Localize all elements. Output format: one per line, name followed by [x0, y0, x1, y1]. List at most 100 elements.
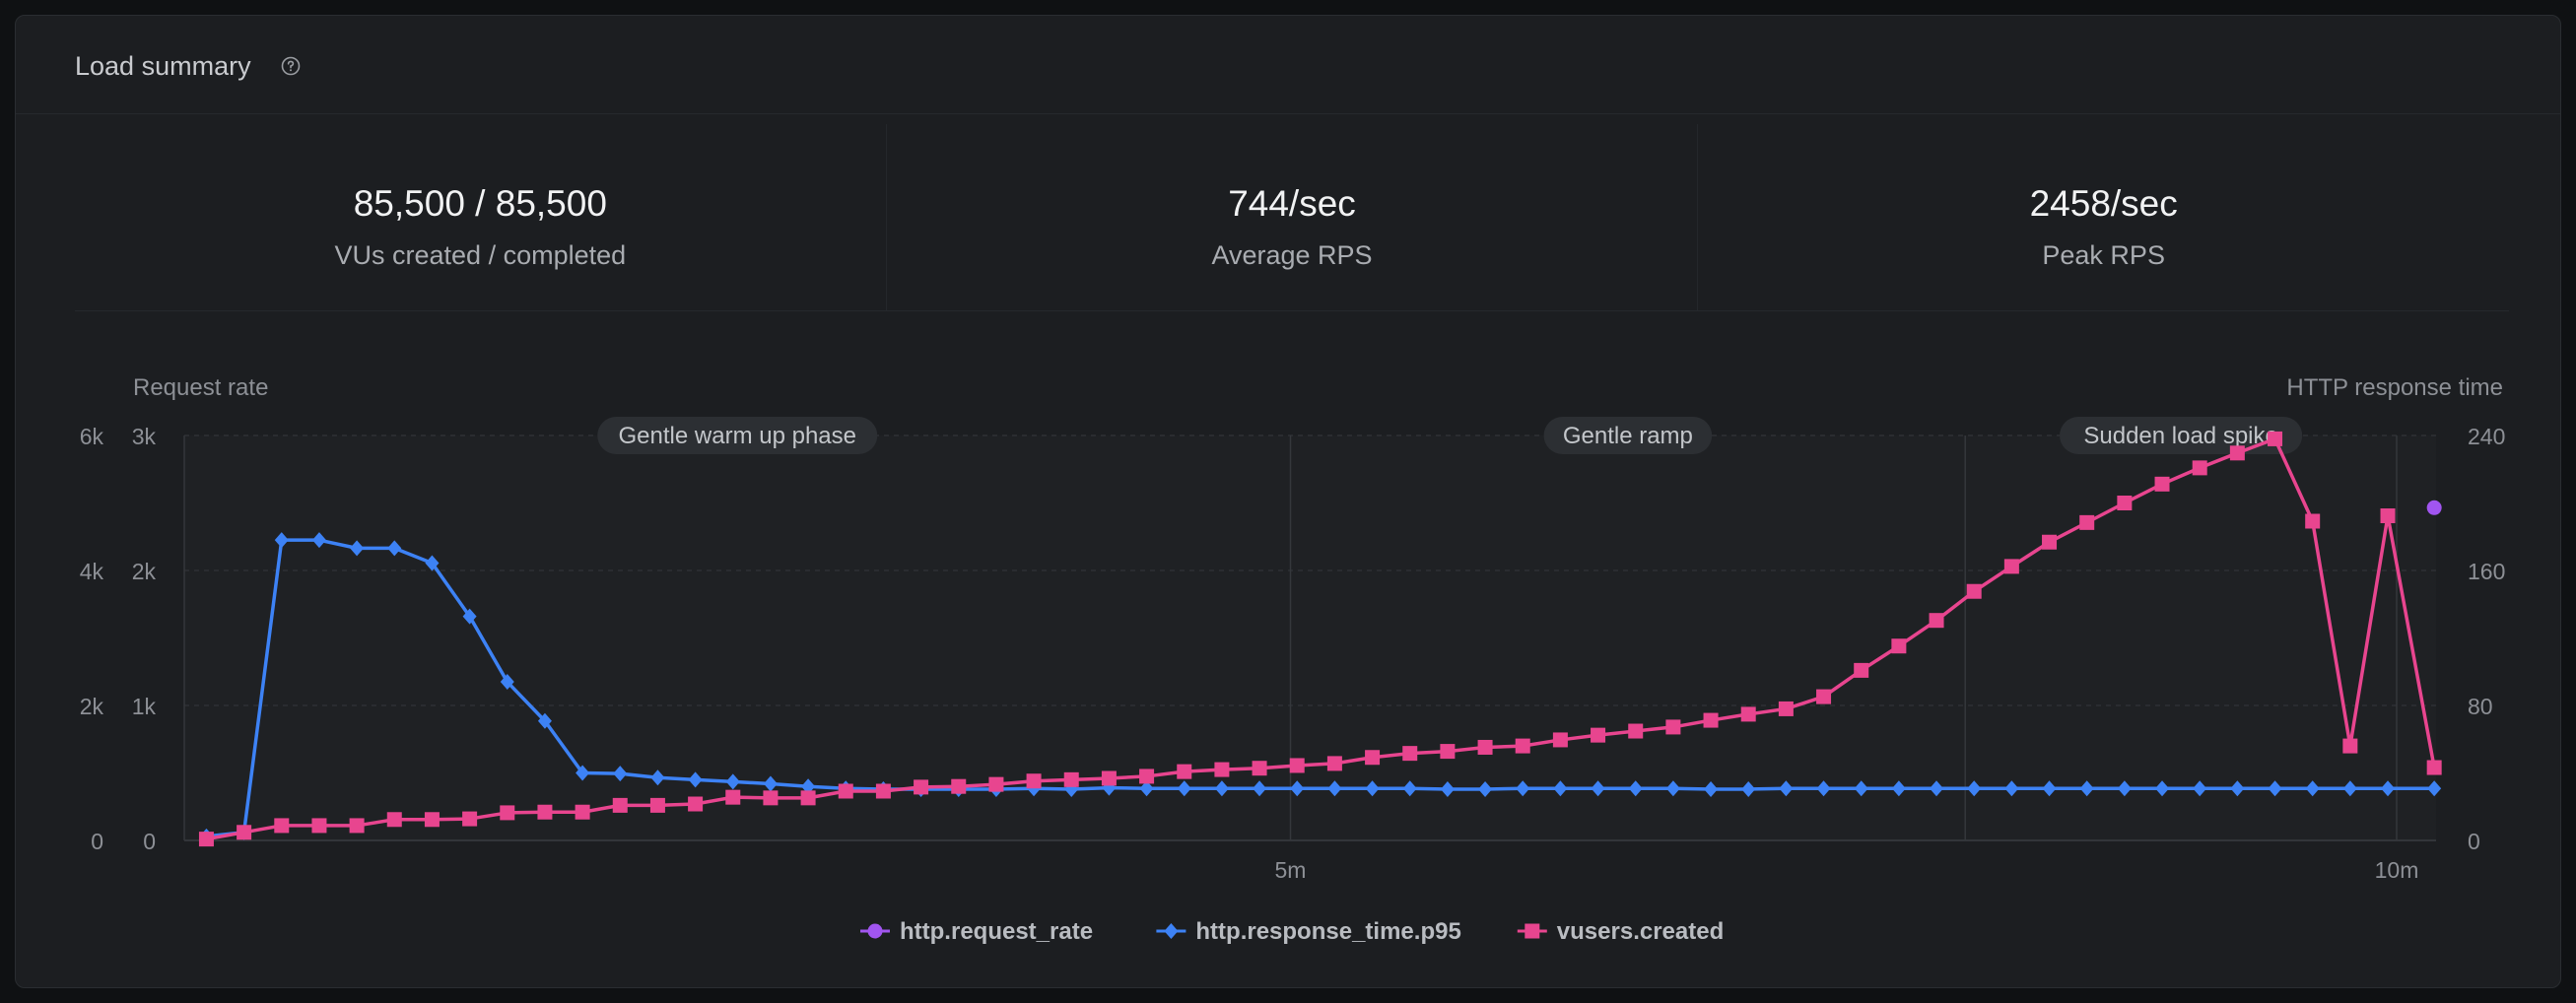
help-circle-icon[interactable]	[280, 55, 302, 77]
data-point-vusers-created	[951, 778, 967, 794]
data-point-vusers-created	[2042, 534, 2058, 550]
data-point-vusers-created	[311, 818, 327, 834]
data-point-vusers-created	[1515, 738, 1530, 754]
data-point-vusers-created	[1591, 727, 1606, 743]
data-point-http-response_time-p95	[1665, 780, 1680, 797]
data-point-http-response_time-p95	[2230, 780, 2245, 797]
data-point-vusers-created	[2229, 445, 2245, 461]
data-point-vusers-created	[1665, 719, 1681, 735]
stat-label: Average RPS	[1211, 240, 1373, 270]
stat-label: Peak RPS	[2042, 240, 2165, 270]
legend-label: vusers.created	[1557, 918, 1724, 945]
data-point-http-response_time-p95	[725, 773, 740, 790]
data-point-http-response_time-p95	[1365, 780, 1380, 797]
data-point-http-response_time-p95	[387, 540, 402, 557]
data-point-http-response_time-p95	[1402, 780, 1417, 797]
data-point-http-response_time-p95	[1704, 780, 1719, 797]
data-point-http-response_time-p95	[1290, 780, 1305, 797]
data-point-vusers-created	[1214, 762, 1230, 777]
phase-label-pill	[597, 417, 878, 454]
data-point-vusers-created	[800, 790, 816, 806]
left-axis-title: Request rate	[133, 374, 268, 401]
phase-label: Gentle ramp	[1563, 423, 1693, 449]
data-point-vusers-created	[1854, 662, 1869, 678]
phase-label: Gentle warm up phase	[619, 423, 856, 449]
data-point-http-response_time-p95	[576, 765, 590, 781]
data-point-vusers-created	[2305, 513, 2321, 529]
data-point-http-response_time-p95	[1891, 780, 1906, 797]
y-tick-right: 80	[2468, 694, 2493, 719]
data-point-vusers-created	[2426, 760, 2442, 775]
data-point-vusers-created	[237, 825, 252, 840]
y-tick-outer: 4k	[80, 559, 104, 584]
data-point-vusers-created	[198, 832, 214, 847]
data-point-vusers-created	[1139, 769, 1155, 784]
data-point-vusers-created	[649, 797, 665, 813]
data-point-http-response_time-p95	[801, 778, 816, 795]
data-point-vusers-created	[1252, 761, 1267, 776]
data-point-http-request_rate	[2426, 500, 2442, 515]
y-tick-inner: 1k	[132, 694, 157, 719]
data-point-http-response_time-p95	[2004, 780, 2019, 797]
legend-label: http.request_rate	[900, 918, 1093, 945]
data-point-vusers-created	[1101, 770, 1117, 786]
data-point-vusers-created	[462, 811, 478, 827]
stat-average-rps: 744/sec Average RPS	[885, 124, 1698, 310]
data-point-http-response_time-p95	[1854, 780, 1868, 797]
data-point-http-response_time-p95	[537, 712, 552, 729]
data-point-http-response_time-p95	[2117, 780, 2132, 797]
data-point-vusers-created	[875, 783, 891, 799]
data-point-http-response_time-p95	[2042, 780, 2057, 797]
y-tick-inner: 0	[143, 829, 156, 854]
data-point-http-response_time-p95	[350, 540, 365, 557]
phase-label-pill	[1543, 417, 1713, 454]
x-tick-label: 10m	[2375, 857, 2419, 883]
data-point-vusers-created	[1778, 701, 1794, 716]
stat-peak-rps: 2458/sec Peak RPS	[1697, 124, 2509, 310]
data-point-http-response_time-p95	[1139, 780, 1154, 797]
y-tick-outer: 6k	[80, 424, 104, 449]
data-point-vusers-created	[1816, 689, 1832, 704]
data-point-http-response_time-p95	[2342, 780, 2357, 797]
data-point-http-response_time-p95	[1779, 780, 1794, 797]
legend-marker	[1164, 923, 1179, 939]
data-point-vusers-created	[1929, 613, 1944, 629]
data-point-http-response_time-p95	[1516, 780, 1530, 797]
data-point-vusers-created	[1440, 744, 1456, 760]
data-point-vusers-created	[725, 789, 741, 805]
stat-value: 2458/sec	[2029, 183, 2178, 224]
legend-marker	[867, 923, 883, 939]
data-point-vusers-created	[1703, 712, 1719, 728]
y-tick-inner: 3k	[132, 424, 157, 449]
stats-row: 85,500 / 85,500 VUs created / completed …	[75, 124, 2509, 311]
y-tick-right: 0	[2468, 829, 2480, 854]
data-point-vusers-created	[1477, 739, 1493, 755]
data-point-vusers-created	[2154, 476, 2170, 492]
data-point-vusers-created	[2342, 738, 2358, 754]
data-point-http-response_time-p95	[2268, 780, 2282, 797]
data-point-vusers-created	[1402, 746, 1418, 762]
data-point-http-response_time-p95	[2305, 780, 2320, 797]
data-point-vusers-created	[1326, 756, 1342, 771]
data-point-vusers-created	[2079, 514, 2095, 530]
data-point-http-response_time-p95	[500, 674, 514, 691]
data-point-http-response_time-p95	[1327, 780, 1342, 797]
data-point-vusers-created	[1628, 723, 1644, 739]
data-point-http-response_time-p95	[613, 766, 628, 782]
data-point-vusers-created	[537, 804, 553, 820]
data-point-vusers-created	[2117, 496, 2133, 510]
data-point-http-response_time-p95	[1440, 780, 1455, 797]
data-point-vusers-created	[2192, 460, 2207, 476]
data-point-http-response_time-p95	[1478, 780, 1493, 797]
data-point-http-response_time-p95	[462, 608, 477, 625]
right-axis-title: HTTP response time	[2286, 374, 2503, 401]
data-point-vusers-created	[274, 818, 290, 834]
data-point-http-response_time-p95	[425, 555, 440, 571]
plot-area	[184, 435, 2436, 840]
data-point-http-response_time-p95	[1553, 780, 1568, 797]
data-point-http-response_time-p95	[2427, 780, 2442, 797]
data-point-http-response_time-p95	[2193, 780, 2207, 797]
data-point-http-response_time-p95	[1214, 780, 1229, 797]
y-tick-inner: 2k	[132, 559, 157, 584]
data-point-http-response_time-p95	[763, 775, 778, 792]
